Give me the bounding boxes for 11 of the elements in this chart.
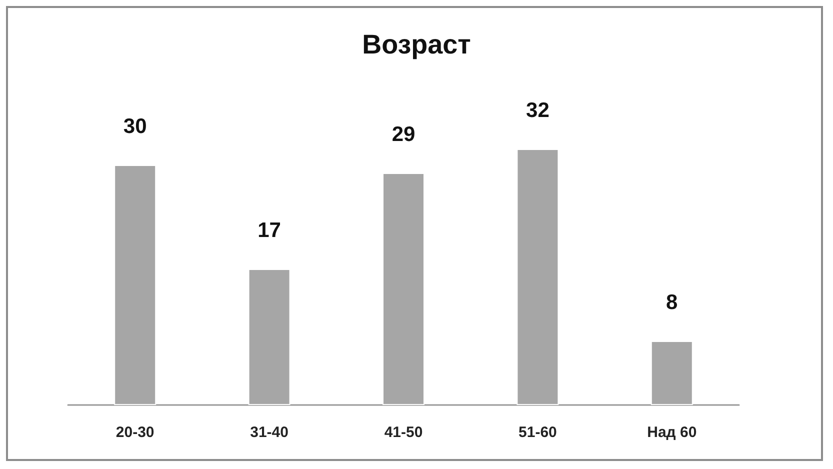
data-label: 29 — [392, 123, 416, 146]
chart-title: Возраст — [362, 30, 471, 60]
x-tick-label: Над 60 — [647, 424, 697, 441]
data-label: 17 — [258, 219, 281, 242]
data-label: 30 — [123, 115, 147, 138]
x-tick-label: 20-30 — [116, 424, 154, 441]
x-tick-label: 41-50 — [384, 424, 423, 441]
x-tick-label: 31-40 — [250, 424, 288, 441]
data-label: 8 — [666, 291, 678, 314]
data-label: 32 — [526, 99, 550, 122]
x-tick-label: 51-60 — [518, 424, 557, 441]
